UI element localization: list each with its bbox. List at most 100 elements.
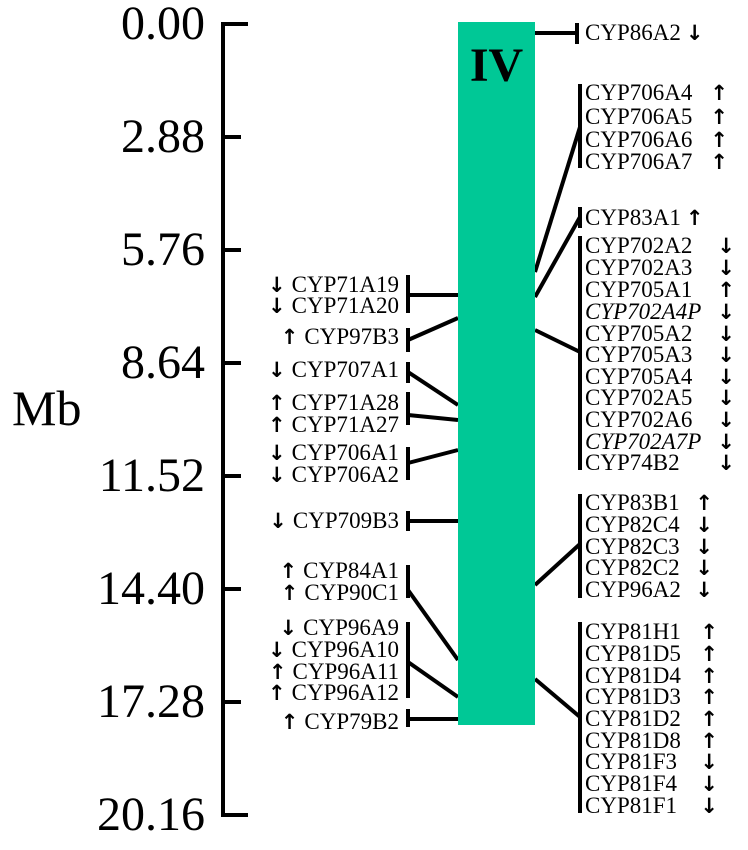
gene-label: CYP96A2: [585, 577, 681, 602]
gene-row: CYP83B1 ↑: [585, 491, 713, 515]
gene-label: CYP706A6: [585, 127, 693, 152]
down-arrow-icon: ↓: [717, 385, 735, 410]
gene-row: CYP702A5 ↓: [585, 386, 735, 410]
gene-label: CYP702A5: [585, 385, 693, 410]
gene-row: CYP705A2 ↓: [585, 322, 735, 346]
gene-label: CYP71A27: [291, 412, 399, 437]
gene-label: CYP702A7P: [585, 429, 702, 454]
gene-row: ↓ CYP71A19: [268, 273, 399, 297]
gene-label: CYP96A10: [291, 637, 399, 662]
gene-label: CYP96A12: [291, 680, 399, 705]
down-arrow-icon: ↓: [695, 555, 713, 580]
gene-row: ↓ CYP706A2: [268, 463, 399, 487]
gene-row: CYP82C4 ↓: [585, 513, 713, 537]
gene-label: CYP702A2: [585, 233, 693, 258]
gene-label: CYP709B3: [292, 508, 399, 533]
gene-label: CYP81F1: [585, 793, 678, 818]
gene-row: CYP705A3 ↓: [585, 343, 735, 367]
gene-row: CYP82C3 ↓: [585, 535, 713, 559]
down-arrow-icon: ↓: [268, 462, 286, 487]
down-arrow-icon: ↓: [717, 429, 735, 454]
gene-label: CYP97B3: [304, 324, 399, 349]
down-arrow-icon: ↓: [717, 299, 735, 324]
gene-row: CYP81D2 ↑: [585, 707, 718, 731]
gene-label: CYP81D4: [585, 663, 681, 688]
down-arrow-icon: ↓: [268, 293, 286, 318]
down-arrow-icon: ↓: [717, 450, 735, 475]
axis-tick-label: 20.16: [97, 788, 205, 841]
gene-row: CYP706A4 ↑: [585, 81, 728, 105]
gene-label: CYP96A9: [303, 615, 399, 640]
gene-row: CYP81D5 ↑: [585, 642, 718, 666]
gene-row: CYP706A6 ↑: [585, 128, 728, 152]
down-arrow-icon: ↓: [717, 233, 735, 258]
axis-title: Mb: [12, 380, 82, 436]
down-arrow-icon: ↓: [717, 255, 735, 280]
down-arrow-icon: ↓: [695, 512, 713, 537]
up-arrow-icon: ↑: [700, 619, 718, 644]
up-arrow-icon: ↑: [700, 684, 718, 709]
right-connectors: [533, 23, 582, 813]
down-arrow-icon: ↓: [700, 771, 718, 796]
down-arrow-icon: ↓: [700, 793, 718, 818]
gene-row: CYP74B2 ↓: [585, 451, 735, 475]
gene-row: CYP83A1 ↑: [585, 206, 703, 230]
up-arrow-icon: ↑: [280, 709, 299, 734]
gene-row: CYP81F4 ↓: [585, 772, 718, 796]
gene-label: CYP71A28: [291, 390, 399, 415]
gene-row: ↓ CYP707A1: [268, 358, 399, 382]
gene-row: CYP96A2 ↓: [585, 578, 713, 602]
up-arrow-icon: ↑: [710, 80, 728, 105]
gene-label: CYP707A1: [291, 357, 399, 382]
down-arrow-icon: ↓: [268, 440, 286, 465]
gene-label: CYP705A3: [585, 342, 693, 367]
gene-row: CYP81D3 ↑: [585, 685, 718, 709]
up-arrow-icon: ↑: [268, 659, 287, 684]
gene-label: CYP706A7: [585, 149, 693, 174]
gene-label: CYP82C4: [585, 512, 680, 537]
gene-row: CYP86A2 ↓: [585, 21, 703, 45]
gene-label: CYP79B2: [304, 709, 399, 734]
gene-label: CYP74B2: [585, 450, 680, 475]
gene-row: ↑ CYP97B3: [281, 325, 399, 349]
up-arrow-icon: ↑: [700, 663, 718, 688]
gene-row: ↓ CYP71A20: [268, 294, 399, 318]
gene-label: CYP96A11: [292, 659, 400, 684]
gene-row: ↓ CYP96A9: [280, 616, 399, 640]
down-arrow-icon: ↓: [700, 749, 718, 774]
up-arrow-icon: ↑: [710, 127, 728, 152]
gene-label: CYP702A4P: [585, 299, 702, 324]
gene-label: CYP83A1: [585, 205, 681, 230]
gene-label: CYP82C2: [585, 555, 680, 580]
gene-row: CYP706A5 ↑: [585, 105, 728, 129]
axis-tick-label: 2.88: [121, 110, 205, 163]
up-arrow-icon: ↑: [268, 390, 286, 415]
gene-row: CYP705A1 ↑: [585, 278, 735, 302]
gene-label: CYP81D8: [585, 728, 681, 753]
gene-label: CYP702A3: [585, 255, 693, 280]
gene-row: CYP702A2 ↓: [585, 234, 735, 258]
down-arrow-icon: ↓: [717, 321, 735, 346]
gene-row: ↑ CYP71A27: [268, 413, 399, 437]
up-arrow-icon: ↑: [710, 149, 728, 174]
gene-row: ↑ CYP96A12: [268, 681, 399, 705]
gene-row: ↑ CYP71A28: [268, 391, 399, 415]
down-arrow-icon: ↓: [269, 508, 287, 533]
gene-label: CYP706A5: [585, 104, 693, 129]
gene-label: CYP71A19: [291, 272, 399, 297]
up-arrow-icon: ↑: [280, 580, 299, 605]
chromosome-bar: [458, 22, 535, 725]
gene-label: CYP706A2: [291, 462, 399, 487]
down-arrow-icon: ↓: [268, 272, 286, 297]
gene-label: CYP706A1: [291, 440, 399, 465]
axis-tick-label: 11.52: [98, 449, 205, 502]
left-connectors: [406, 275, 460, 727]
up-arrow-icon: ↑: [279, 558, 298, 583]
gene-row: CYP702A7P ↓: [585, 430, 735, 454]
down-arrow-icon: ↓: [685, 20, 704, 45]
gene-label: CYP81F3: [585, 749, 678, 774]
up-arrow-icon: ↑: [700, 706, 718, 731]
axis-tick-label: 8.64: [121, 336, 205, 389]
down-arrow-icon: ↓: [268, 637, 286, 662]
